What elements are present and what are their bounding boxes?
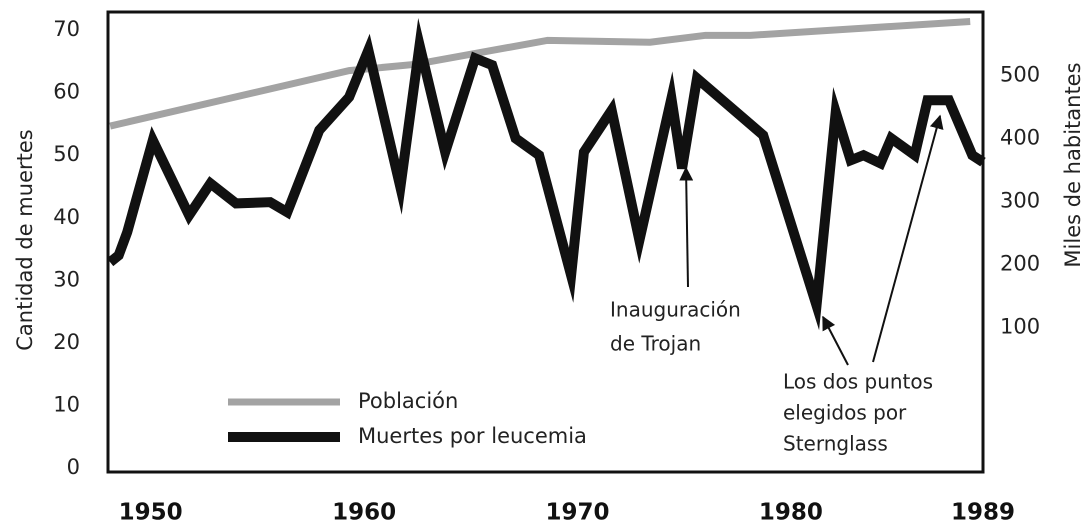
y2-tick-label: 200 (1000, 252, 1040, 276)
y-axis-label: Cantidad de muertes (13, 129, 37, 350)
legend-label: Población (358, 389, 458, 413)
y2-axis-label: Miles de habitantes (1061, 62, 1085, 267)
plot-frame (106, 10, 985, 474)
x-tick-label: 1989 (951, 500, 1015, 526)
annotation-arrow (679, 166, 694, 288)
data-line (109, 17, 971, 130)
y-tick-label: 20 (53, 330, 80, 354)
annotation: Sternglass (783, 432, 888, 456)
annotation: de Trojan (610, 332, 701, 356)
y2-tick-label: 400 (1000, 126, 1040, 150)
y-tick-label: 40 (53, 205, 80, 229)
y-tick-label: 30 (53, 267, 80, 291)
y-tick-label: 0 (67, 455, 80, 479)
y2-tick-label: 100 (1000, 315, 1040, 339)
annotation: Inauguración (610, 298, 741, 322)
x-tick-label: 1960 (332, 500, 396, 526)
x-tick-label: 1950 (119, 500, 183, 526)
annotation-arrow (872, 114, 944, 363)
y-tick-label: 10 (53, 392, 80, 416)
data-line (106, 17, 986, 331)
legend-label: Muertes por leucemia (358, 424, 587, 448)
y-tick-label: 50 (53, 142, 80, 166)
x-tick-label: 1970 (546, 500, 610, 526)
y-tick-label: 60 (53, 80, 80, 104)
annotation-arrow (822, 315, 849, 366)
y2-tick-label: 300 (1000, 189, 1040, 213)
annotation: Los dos puntos (783, 370, 933, 394)
x-tick-label: 1980 (759, 500, 823, 526)
annotation: elegidos por (783, 401, 907, 425)
y2-tick-label: 500 (1000, 63, 1040, 87)
y-tick-label: 70 (53, 17, 80, 41)
